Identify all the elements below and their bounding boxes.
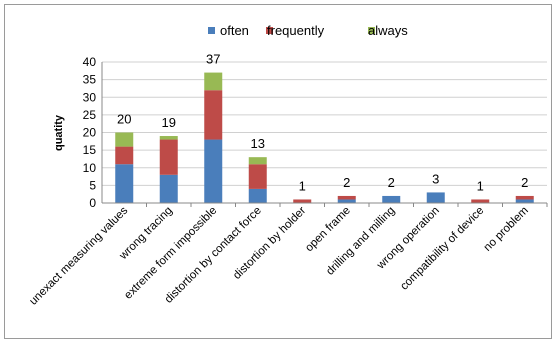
bar-segment-often xyxy=(159,174,178,203)
total-label: 2 xyxy=(521,175,528,190)
y-tick-label: 35 xyxy=(83,73,97,87)
bar-segment-always xyxy=(248,157,267,165)
y-tick-label: 40 xyxy=(83,55,97,69)
y-tick-label: 20 xyxy=(83,126,97,140)
bar-segment-always xyxy=(159,136,178,140)
bar-segment-frequently xyxy=(471,199,490,203)
x-tick-label: compatibility of device xyxy=(398,205,486,293)
chart-frame xyxy=(4,4,552,339)
y-axis-label: quatity xyxy=(53,114,65,151)
x-tick-label: extreme form impossible xyxy=(122,205,219,302)
legend-label-often: often xyxy=(220,23,249,38)
bars xyxy=(115,72,534,203)
total-label: 1 xyxy=(299,178,306,193)
y-tick-label: 5 xyxy=(89,178,96,192)
bar-segment-frequently xyxy=(337,195,356,200)
bar-segment-often xyxy=(115,164,134,203)
y-tick-label: 0 xyxy=(89,196,96,210)
total-label: 13 xyxy=(251,136,265,151)
bar-segment-often xyxy=(337,199,356,203)
bar-segment-often xyxy=(515,199,534,203)
y-axis-ticks: 0 5 10 15 20 25 30 35 40 xyxy=(83,55,97,210)
legend: often frequently always xyxy=(208,23,408,38)
y-tick-label: 30 xyxy=(83,90,97,104)
total-label: 2 xyxy=(343,175,350,190)
bar-segment-always xyxy=(115,132,134,147)
bar-segment-frequently xyxy=(204,90,223,140)
legend-swatch-always xyxy=(368,27,375,34)
bar-segment-often xyxy=(382,195,401,203)
bar-segment-frequently xyxy=(159,139,178,175)
bar-segment-frequently xyxy=(515,195,534,200)
total-label: 2 xyxy=(388,175,395,190)
legend-label-frequently: frequently xyxy=(267,23,325,38)
legend-swatch-frequently xyxy=(266,27,273,34)
total-label: 1 xyxy=(477,178,484,193)
axes xyxy=(101,62,548,207)
total-label: 37 xyxy=(206,52,220,67)
bar-segment-always xyxy=(204,72,223,91)
total-label: 3 xyxy=(432,171,439,186)
total-labels: 20 19 37 13 1 2 2 3 1 2 xyxy=(117,52,528,194)
bar-segment-often xyxy=(426,192,445,203)
legend-label-always: always xyxy=(368,23,408,38)
y-tick-label: 25 xyxy=(83,108,97,122)
bar-segment-often xyxy=(248,188,267,203)
x-tick-label: no problem xyxy=(482,205,531,254)
y-tick-label: 10 xyxy=(83,161,97,175)
bar-segment-often xyxy=(204,139,223,203)
bar-segment-frequently xyxy=(115,146,134,165)
total-label: 19 xyxy=(162,115,176,130)
total-label: 20 xyxy=(117,112,131,127)
legend-swatch-often xyxy=(208,27,215,34)
bar-segment-frequently xyxy=(293,199,312,203)
y-tick-label: 15 xyxy=(83,143,97,157)
x-tick-label: unexact measuring values xyxy=(27,204,130,307)
bar-segment-frequently xyxy=(248,164,267,189)
